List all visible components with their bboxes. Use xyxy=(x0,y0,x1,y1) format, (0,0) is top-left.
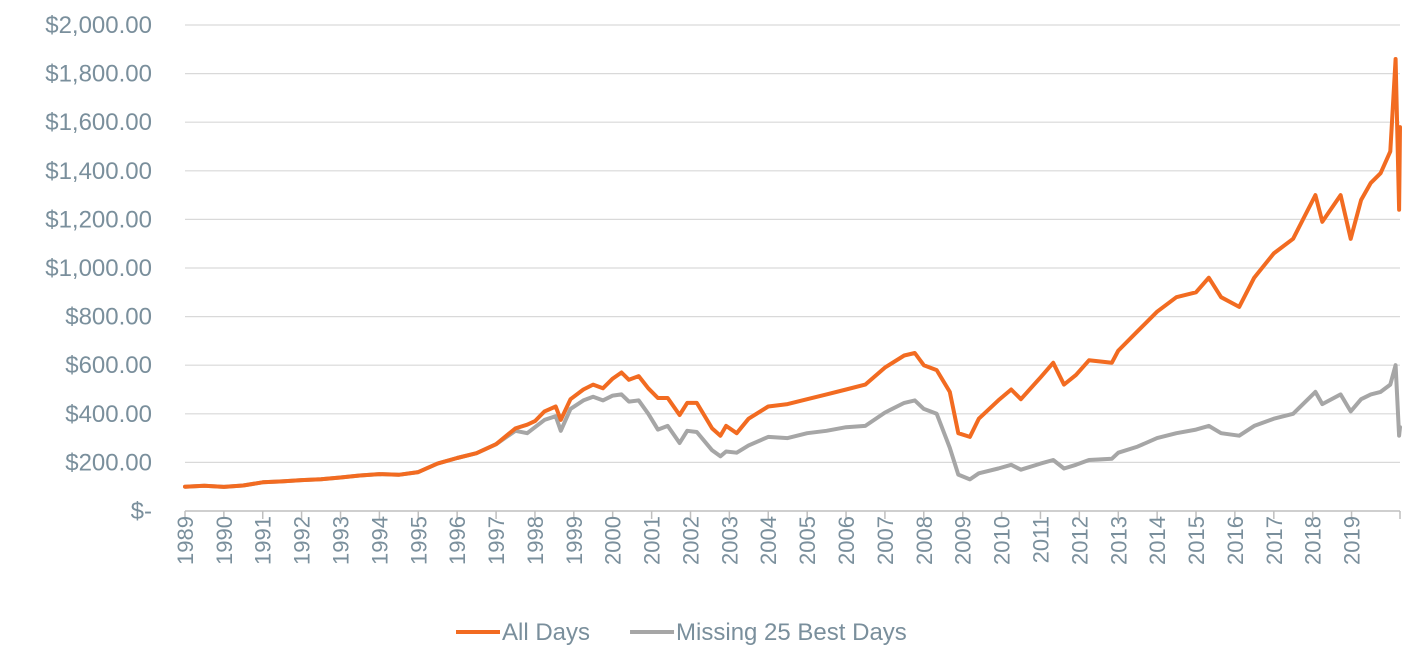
x-tick-label: 2014 xyxy=(1145,516,1170,565)
series-line-all-days xyxy=(183,57,1402,489)
x-tick-label: 1997 xyxy=(484,516,509,565)
series-line-missing-25-best-days xyxy=(183,363,1402,489)
y-axis: $- $200.00 $400.00 $600.00 $800.00 $1,000.00 $… xyxy=(45,12,152,525)
x-tick-label: 2000 xyxy=(601,516,626,565)
x-tick-label: 2015 xyxy=(1184,516,1209,565)
x-tick-label: 1998 xyxy=(523,516,548,565)
y-tick-label: $600.00 xyxy=(65,352,152,379)
x-tick-label: 2007 xyxy=(873,516,898,565)
y-tick-label: $1,800.00 xyxy=(45,61,152,88)
x-tick-label: 2003 xyxy=(717,516,742,565)
x-tick-label: 2010 xyxy=(990,516,1015,565)
x-tick-label: 1990 xyxy=(212,516,237,565)
legend-label-missing-25-best-days: Missing 25 Best Days xyxy=(676,619,907,646)
x-axis: 1989 1990 1991 1992 1993 1994 1995 1996 1997 1998… xyxy=(173,510,1401,565)
series-lines xyxy=(183,57,1402,489)
x-tick-label: 2017 xyxy=(1262,516,1287,565)
legend: All Days Missing 25 Best Days xyxy=(456,619,907,646)
x-tick-label: 2006 xyxy=(834,516,859,565)
x-tick-label: 1993 xyxy=(329,516,354,565)
x-tick-label: 2016 xyxy=(1223,516,1248,565)
y-tick-label: $400.00 xyxy=(65,401,152,428)
x-tick-label: 1994 xyxy=(367,516,392,565)
y-tick-label: $2,000.00 xyxy=(45,12,152,39)
x-tick-label: 2004 xyxy=(756,516,781,565)
x-tick-label: 1999 xyxy=(562,516,587,565)
y-tick-label: $200.00 xyxy=(65,449,152,476)
x-tick-label: 2012 xyxy=(1067,516,1092,565)
x-tick-label: 1996 xyxy=(445,516,470,565)
legend-label-all-days: All Days xyxy=(502,619,590,646)
x-tick-label: 2008 xyxy=(912,516,937,565)
x-tick-label: 2001 xyxy=(640,516,665,565)
x-tick-label: 2009 xyxy=(951,516,976,565)
x-tick-label: 1992 xyxy=(290,516,315,565)
y-tick-label: $- xyxy=(131,498,152,525)
x-tick-label: 2019 xyxy=(1340,516,1365,565)
x-tick-label: 1995 xyxy=(406,516,431,565)
x-tick-label: 2018 xyxy=(1301,516,1326,565)
y-tick-label: $800.00 xyxy=(65,304,152,331)
x-tick-label: 1991 xyxy=(251,516,276,565)
y-tick-label: $1,000.00 xyxy=(45,255,152,282)
gridlines xyxy=(185,24,1400,463)
x-tick-label: 1989 xyxy=(173,516,198,565)
y-tick-label: $1,600.00 xyxy=(45,109,152,136)
x-tick-label: 2002 xyxy=(679,516,704,565)
y-tick-label: $1,400.00 xyxy=(45,158,152,185)
x-tick-label: 2013 xyxy=(1106,516,1131,565)
y-tick-label: $1,200.00 xyxy=(45,206,152,233)
x-tick-label: 2005 xyxy=(795,516,820,565)
x-tick-label: 2011 xyxy=(1028,516,1053,563)
